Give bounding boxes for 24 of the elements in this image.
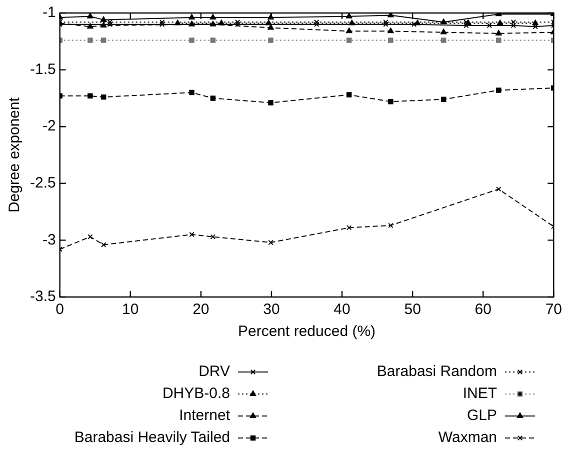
- y-tick-label: -1.5: [30, 60, 56, 78]
- x-tick-label: 40: [334, 301, 350, 318]
- x-tick-label: 30: [263, 301, 280, 318]
- x-axis-title: Percent reduced (%): [238, 323, 376, 340]
- y-tick-label: -3: [42, 231, 56, 248]
- legend-label: GLP: [466, 407, 497, 424]
- x-tick-label: 20: [192, 301, 210, 318]
- legend-label: INET: [462, 385, 497, 402]
- y-tick-label: -2.5: [30, 174, 56, 192]
- y-axis-title: Degree exponent: [6, 96, 24, 213]
- legend-label: DHYB-0.8: [162, 385, 230, 402]
- legend-label: Waxman: [438, 429, 497, 446]
- legend-label: Barabasi Heavily Tailed: [74, 429, 230, 446]
- x-tick-label: 10: [122, 301, 139, 318]
- x-tick-label: 50: [404, 301, 421, 318]
- y-tick-label: -1: [42, 4, 56, 22]
- y-tick-label: -2: [42, 118, 56, 135]
- legend-label: Internet: [179, 407, 231, 424]
- x-tick-label: 70: [545, 301, 562, 318]
- x-tick-label: 60: [474, 301, 492, 318]
- x-tick-label: 0: [56, 301, 64, 318]
- y-tick-label: -3.5: [30, 288, 56, 306]
- legend-label: Barabasi Random: [376, 363, 497, 380]
- legend-label: DRV: [198, 363, 230, 380]
